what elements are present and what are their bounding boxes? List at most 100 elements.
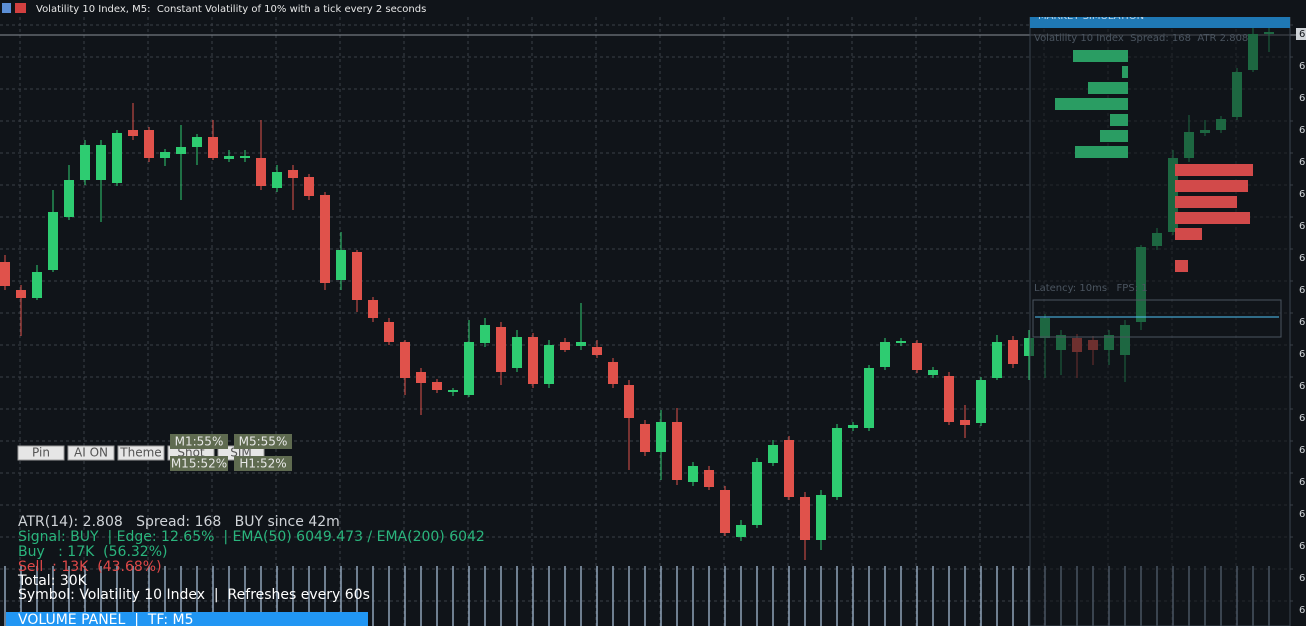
bid-bar [1100,130,1128,142]
candle-body [672,422,682,480]
candle-body [96,145,106,180]
volume-panel-bar [6,612,368,626]
candle-body [880,342,890,367]
bid-bar [1122,66,1128,78]
candle-body [704,470,714,487]
candle-body [1008,340,1018,364]
candle-body [560,342,570,350]
price-label: 6 [1299,189,1305,200]
price-label: 6 [1299,605,1305,616]
candle-body [480,325,490,343]
candle-body [1024,338,1034,356]
icon [15,3,26,13]
candle-body [432,382,442,390]
candle-body [16,290,26,298]
candle-body [768,445,778,463]
signal-line: Signal: BUY | Edge: 12.65% | EMA(50) 604… [18,529,485,545]
ask-bar [1175,260,1188,272]
button-label[interactable]: Pin [32,446,50,460]
bid-bar [1055,98,1128,110]
ask-bar [1175,180,1248,192]
ask-bar [1175,164,1253,176]
candle-body [992,342,1002,378]
price-label: 6 [1299,157,1305,168]
candle-body [976,380,986,423]
button[interactable] [67,445,115,461]
candle-body [288,170,298,178]
candle-body [608,362,618,384]
ask-bar [1175,196,1237,208]
sell-line: Sell : 13K (43.68%) [18,559,162,575]
ask-bar [1175,228,1202,240]
candle-body [576,342,586,346]
candle-body [176,147,186,154]
candle-body [416,372,426,383]
candle-body [640,424,650,452]
candle-body [960,420,970,425]
candle-body [352,252,362,300]
price-label: 6 [1299,93,1305,104]
candle-body [224,156,234,159]
button[interactable] [117,445,165,461]
price-marker [1296,28,1306,40]
candle-body [592,347,602,355]
candle-body [528,337,538,384]
candle-body [816,495,826,540]
price-label: 6 [1299,509,1305,520]
candle-body [48,212,58,270]
candle-body [64,180,74,217]
bid-bar [1110,114,1128,126]
order-book [1055,50,1253,272]
candle-body [160,152,170,158]
candle-body [736,525,746,537]
candle-body [656,422,666,452]
candle-body [800,497,810,540]
candle-body [752,462,762,525]
sim-status: Volatility 10 Index Spread: 168 ATR 2.80… [1034,33,1248,44]
candle-body [848,425,858,428]
price-label: 6 [1299,413,1305,424]
total-line: Total: 30K [17,573,88,589]
buy-line: Buy : 17K (56.32%) [18,544,167,560]
candle-body [80,145,90,180]
price-label: 6 [1299,445,1305,456]
button-label[interactable]: Theme [119,446,161,460]
candle-body [896,341,906,343]
symbol-line: Symbol: Volatility 10 Index | Refreshes … [18,587,370,603]
candle-body [944,376,954,422]
candle-body [464,342,474,395]
tf-badge-label: M15:52% [171,457,227,471]
candle-body [624,385,634,418]
tf-badge [170,434,228,449]
candle-body [128,130,138,136]
sim-latency: Latency: 10ms FPS: 1 [1034,283,1148,294]
price-label: 6 [1299,381,1305,392]
tf-badge [234,434,292,449]
price-axis: 6 6 6 6 6 6 6 6 6 6 6 6 6 6 6 6 6 6 6 [1299,29,1305,616]
price-label: 6 [1299,29,1305,40]
candle-body [304,177,314,196]
price-label: 6 [1299,253,1305,264]
candle-body [144,130,154,158]
price-label: 6 [1299,541,1305,552]
tf-badge-label: M5:55% [239,435,288,449]
candle-body [320,195,330,283]
candle-body [496,327,506,372]
button[interactable] [17,445,65,461]
price-label: 6 [1299,573,1305,584]
candle-body [384,322,394,342]
button-label[interactable]: AI ON [74,446,108,460]
candle-body [512,337,522,368]
bid-bar [1075,146,1128,158]
candle-body [192,137,202,147]
tf-badge-label: M1:55% [175,435,224,449]
volume-panel-label: VOLUME PANEL | TF: M5 [18,612,194,626]
candle-body [448,390,458,392]
candle-body [864,368,874,428]
candle-body [784,440,794,497]
candle-body [256,158,266,186]
title-bar [0,0,1306,17]
candle-body [544,345,554,384]
candle-body [208,137,218,158]
candle-body [336,250,346,280]
